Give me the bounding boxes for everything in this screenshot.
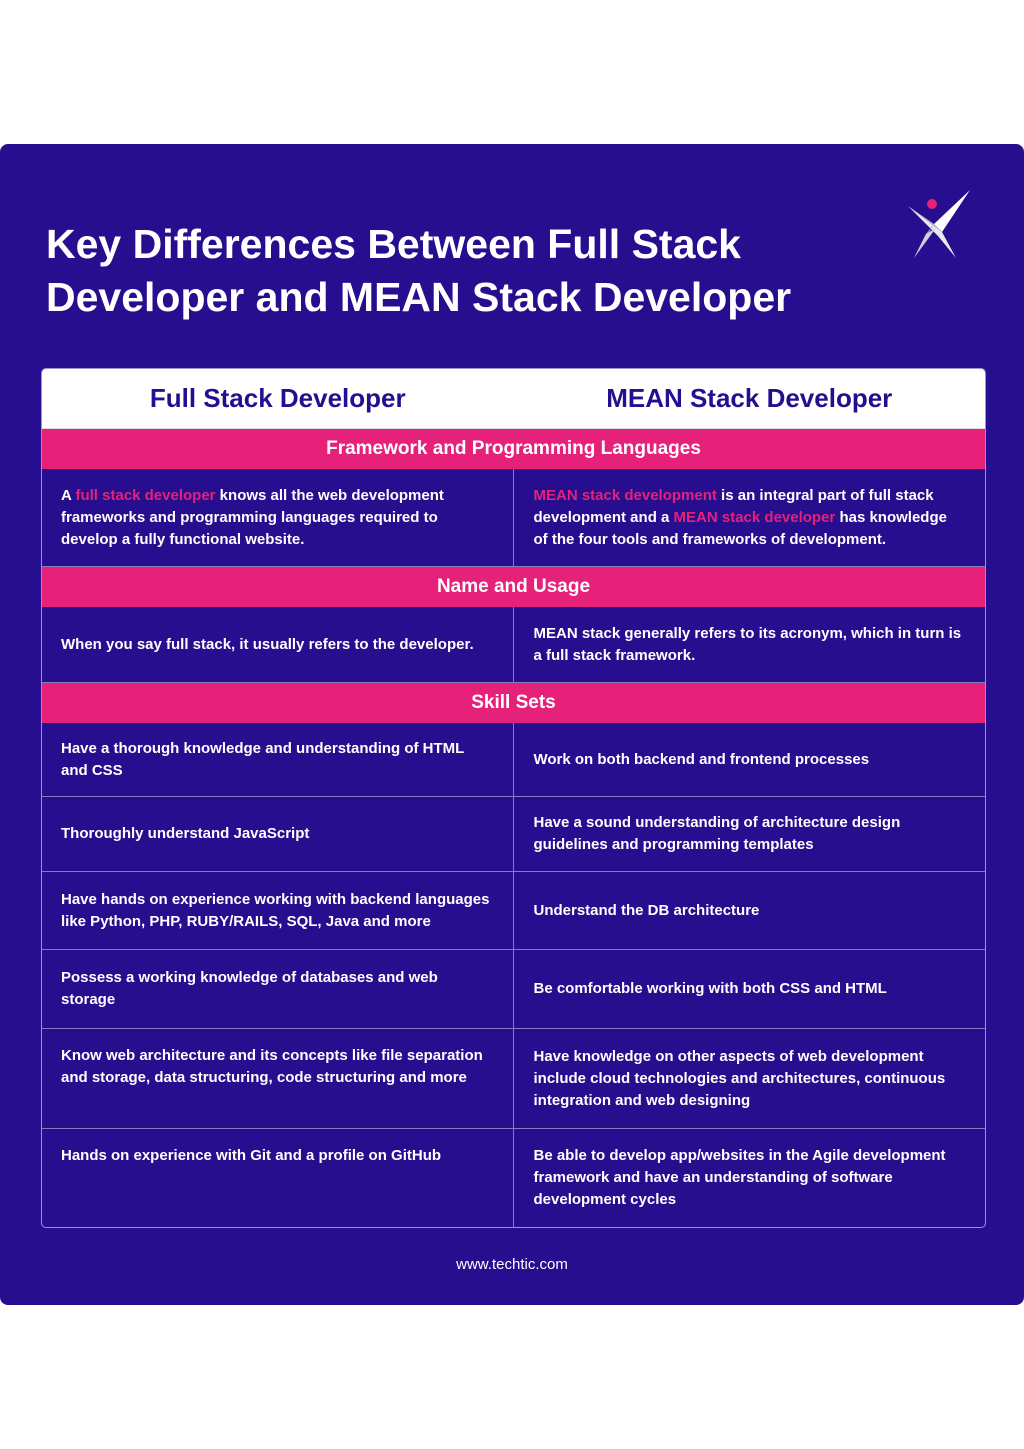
skill-right-cell: Work on both backend and frontend proces… [533,750,870,768]
skill-left-cell: Have hands on experience working with ba… [42,872,514,949]
header-mean-stack: MEAN Stack Developer [606,383,893,413]
table-row: When you say full stack, it usually refe… [42,607,985,683]
table-row: A full stack developer knows all the web… [42,469,985,567]
framework-right-post: has knowledge of the four tools and fram… [533,508,947,548]
comparison-table: Full Stack Developer MEAN Stack Develope… [41,368,986,1228]
skill-right-cell: Be able to develop app/websites in the A… [533,1147,946,1208]
title-line-1: Key Differences Between Full Stack [46,221,741,267]
techtic-x-logo-icon [908,190,970,258]
skill-left-cell: Hands on experience with Git and a profi… [42,1129,514,1227]
section-skills: Skill Sets [42,683,985,723]
table-row: Possess a working knowledge of databases… [42,950,985,1029]
page-title: Key Differences Between Full Stack Devel… [46,218,846,324]
skill-right-cell: Be comfortable working with both CSS and… [533,980,887,997]
mean-stack-developer-link[interactable]: MEAN stack developer [673,508,836,526]
table-row: Have hands on experience working with ba… [42,872,985,950]
title-line-2: Developer and MEAN Stack Developer [46,274,792,320]
skill-left-cell: Have a thorough knowledge and understand… [42,723,514,796]
section-usage: Name and Usage [42,567,985,607]
infographic-card: Key Differences Between Full Stack Devel… [0,144,1024,1305]
table-row: Know web architecture and its concepts l… [42,1029,985,1129]
table-row: Thoroughly understand JavaScript Have a … [42,797,985,872]
table-header: Full Stack Developer MEAN Stack Develope… [42,369,985,429]
framework-left-cell: A full stack developer knows all the web… [42,469,514,566]
table-row: Hands on experience with Git and a profi… [42,1129,985,1227]
framework-left-post: knows all the web development frameworks… [61,486,444,548]
header-full-stack: Full Stack Developer [149,383,406,413]
skill-left-cell: Thoroughly understand JavaScript [42,797,514,871]
footer-website: www.techtic.com [456,1256,568,1273]
skill-left-cell: Know web architecture and its concepts l… [42,1029,514,1128]
section-framework: Framework and Programming Languages [42,429,985,469]
table-row: Have a thorough knowledge and understand… [42,723,985,797]
usage-left-cell: When you say full stack, it usually refe… [42,607,514,682]
mean-stack-development-link[interactable]: MEAN stack development [533,486,717,504]
skill-left-cell: Possess a working knowledge of databases… [42,950,514,1028]
skill-right-cell: Have knowledge on other aspects of web d… [533,1047,946,1109]
framework-right-cell: MEAN stack development is an integral pa… [514,469,986,566]
framework-right-mid: is an integral part of full stack develo… [533,486,934,526]
framework-left-pre: A [61,486,76,504]
usage-right-cell: MEAN stack generally refers to its acron… [533,624,962,664]
skill-right-cell: Have a sound understanding of architectu… [533,814,901,853]
skill-right-cell: Understand the DB architecture [533,901,760,919]
full-stack-developer-link[interactable]: full stack developer [75,486,216,504]
